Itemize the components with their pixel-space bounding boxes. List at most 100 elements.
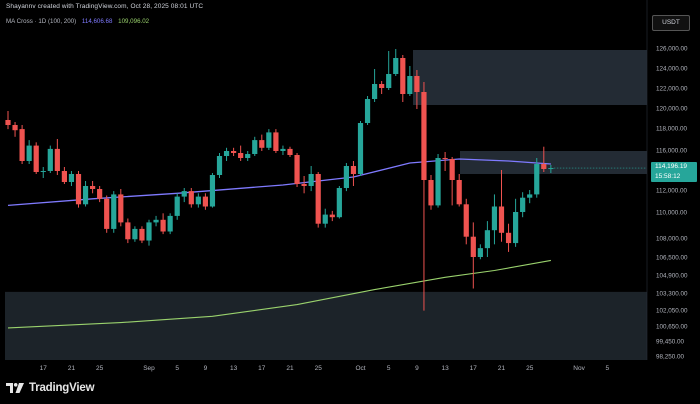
candle <box>393 49 399 76</box>
candle-body <box>273 132 279 151</box>
candle <box>541 146 547 172</box>
price-tick-label: 116,000.00 <box>656 147 688 154</box>
time-tick-label: 13 <box>441 365 449 372</box>
candle-body <box>111 194 117 229</box>
candle <box>223 147 230 161</box>
candle-body <box>68 174 75 182</box>
candle <box>174 193 180 220</box>
candle-body <box>54 148 60 171</box>
candle <box>132 226 138 242</box>
candle-body <box>470 236 476 257</box>
price-tick-label: 112,000.00 <box>656 187 688 194</box>
candle-body <box>5 120 11 125</box>
candle <box>442 152 448 171</box>
time-tick-label: 17 <box>40 365 48 372</box>
time-tick-label: 25 <box>526 365 534 372</box>
candle <box>364 96 371 125</box>
candle <box>266 129 272 150</box>
candlesticks <box>5 49 647 311</box>
candle <box>428 175 434 210</box>
candle <box>527 190 533 204</box>
candle <box>146 219 152 246</box>
candle-body <box>252 140 258 154</box>
candle <box>534 158 540 198</box>
candle <box>456 174 462 207</box>
candle <box>491 194 498 245</box>
tradingview-logo[interactable]: TradingView <box>6 382 95 394</box>
candle-body <box>61 171 67 182</box>
candle-body <box>315 174 321 224</box>
candle-body <box>414 76 420 92</box>
price-tick-label: 110,000.00 <box>656 209 688 216</box>
currency-button[interactable]: USDT <box>652 15 690 31</box>
candle <box>435 154 441 208</box>
candle <box>520 192 526 218</box>
candle-body <box>463 204 469 237</box>
candle-body <box>266 132 272 148</box>
candle <box>97 186 103 203</box>
price-tick-label: 122,000.00 <box>656 85 688 92</box>
indicator-legend[interactable]: MA Cross · 1D (100, 200) 114,606.68 109,… <box>6 18 149 25</box>
candle <box>209 173 216 208</box>
candle-body <box>104 198 110 229</box>
indicator-name: MA Cross · 1D (100, 200) <box>6 18 77 25</box>
time-tick-label: 5 <box>175 365 179 372</box>
candle <box>308 166 314 192</box>
candle-body <box>449 159 455 180</box>
candle <box>118 189 124 227</box>
candle <box>386 51 392 90</box>
candle <box>449 157 455 206</box>
candle <box>5 111 11 130</box>
ma-slow-value: 109,096.02 <box>118 18 150 25</box>
candle <box>90 181 96 194</box>
candle <box>301 176 307 194</box>
price-tick-label: 124,000.00 <box>656 65 688 72</box>
candle-body <box>442 158 448 159</box>
price-zone <box>460 151 647 174</box>
candle-body <box>498 206 505 233</box>
candle-body <box>33 145 39 172</box>
candle-body <box>231 151 237 153</box>
candle <box>139 226 145 244</box>
time-tick-label: 17 <box>470 365 478 372</box>
candle-body <box>357 123 364 174</box>
time-tick-label: 17 <box>258 365 266 372</box>
candle <box>329 210 335 222</box>
candle <box>111 191 117 233</box>
candle <box>357 121 364 176</box>
candle <box>470 222 476 289</box>
candle-body <box>188 191 194 205</box>
price-tick-label: 108,000.00 <box>656 235 688 242</box>
candle-body <box>125 222 131 240</box>
candle <box>82 181 89 207</box>
candle <box>68 171 75 186</box>
candle-body <box>350 166 357 174</box>
candle-body <box>97 189 103 199</box>
price-axis[interactable]: 126,000.00 124,000.00 122,000.00 120,000.00… <box>656 45 688 360</box>
candle-body <box>118 194 124 223</box>
candle <box>181 188 187 203</box>
ma-slow-line <box>7 259 551 329</box>
time-tick-label: 9 <box>415 365 419 372</box>
time-tick-label: 21 <box>286 365 294 372</box>
time-axis[interactable]: 17 21 25 Sep 5 9 13 17 21 25 Oct 5 9 13 17 21 25 Nov 5 <box>40 365 610 372</box>
candle <box>280 145 286 155</box>
candle-body <box>301 184 307 186</box>
candle <box>484 221 490 257</box>
time-tick-label: 25 <box>96 365 104 372</box>
candle-body <box>40 171 46 172</box>
price-tick-label: 120,000.00 <box>656 105 688 112</box>
candle-body <box>139 228 145 241</box>
time-tick-label: Sep <box>143 365 155 372</box>
candle <box>548 165 554 173</box>
candle-body <box>527 194 533 198</box>
candle <box>75 171 82 208</box>
candle <box>477 244 483 260</box>
candle-body <box>372 84 378 99</box>
candle-body <box>167 215 173 232</box>
candle-body <box>160 219 166 232</box>
candle-body <box>477 248 483 257</box>
candle <box>195 193 201 208</box>
candle-body <box>308 174 314 186</box>
